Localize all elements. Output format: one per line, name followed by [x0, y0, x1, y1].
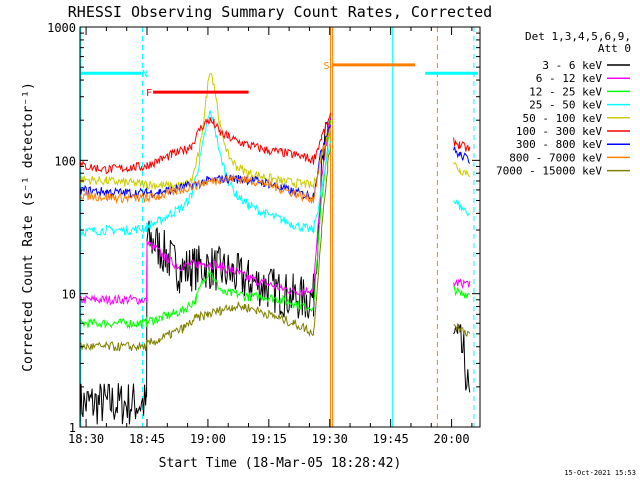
legend-header-line-1: Det 1,3,4,5,6,9, [525, 30, 631, 43]
x-tick-label-0: 18:30 [68, 432, 104, 446]
x-tick-label-5: 19:45 [373, 432, 409, 446]
y-tick-label-3: 1000 [47, 21, 76, 35]
plot-frame [79, 26, 481, 428]
x-tick-label-6: 20:00 [434, 432, 470, 446]
y-tick-label-1: 10 [62, 288, 76, 302]
y-tick-label-2: 100 [54, 154, 76, 168]
legend-label-8: 7000 - 15000 keV [496, 165, 602, 178]
legend-label-2: 12 - 25 keV [529, 85, 602, 98]
x-tick-label-2: 19:00 [190, 432, 226, 446]
legend-label-0: 3 - 6 keV [542, 59, 602, 72]
series-line-4 [79, 72, 471, 191]
state-bars: NF S [80, 61, 478, 99]
x-axis-ticks: 18:30 18:45 19:00 19:15 19:30 19:45 20:00 [68, 27, 473, 446]
legend-label-6: 300 - 800 keV [516, 138, 602, 151]
legend-label-4: 50 - 100 keV [523, 112, 603, 125]
legend-label-3: 25 - 50 keV [529, 99, 602, 112]
plot-area: NF S [79, 27, 478, 427]
y-axis-label: Corrected Count Rate (s⁻¹ detector⁻¹) [21, 82, 36, 372]
series-line-7 [79, 132, 332, 205]
series-line-2 [79, 120, 471, 330]
series-line-3 [79, 110, 470, 237]
state-bar-label-F: F [146, 88, 152, 99]
legend-label-7: 800 - 7000 keV [509, 151, 602, 164]
marker-lines [80, 27, 475, 427]
series-line-8 [79, 148, 471, 352]
x-tick-label-4: 19:30 [312, 432, 348, 446]
x-tick-label-3: 19:15 [251, 432, 287, 446]
chart-title: RHESSI Observing Summary Count Rates, Co… [68, 3, 492, 21]
x-tick-label-1: 18:45 [129, 432, 165, 446]
series-line-1 [79, 117, 471, 306]
timestamp: 15-Oct-2021 15:53 [564, 469, 636, 477]
y-tick-label-0: 1 [69, 421, 76, 435]
series-line-5 [79, 112, 471, 175]
legend-label-1: 6 - 12 keV [536, 72, 603, 85]
legend-header-line-2: Att 0 [598, 42, 631, 55]
legend-label-5: 100 - 300 keV [516, 125, 602, 138]
state-bar-label-S: S [323, 61, 329, 72]
x-axis-label: Start Time (18-Mar-05 18:28:42) [159, 456, 402, 471]
state-bar-label-N: N [142, 69, 148, 80]
y-axis-ticks: 1 10 100 1000 [47, 21, 480, 435]
series-lines [79, 72, 471, 427]
